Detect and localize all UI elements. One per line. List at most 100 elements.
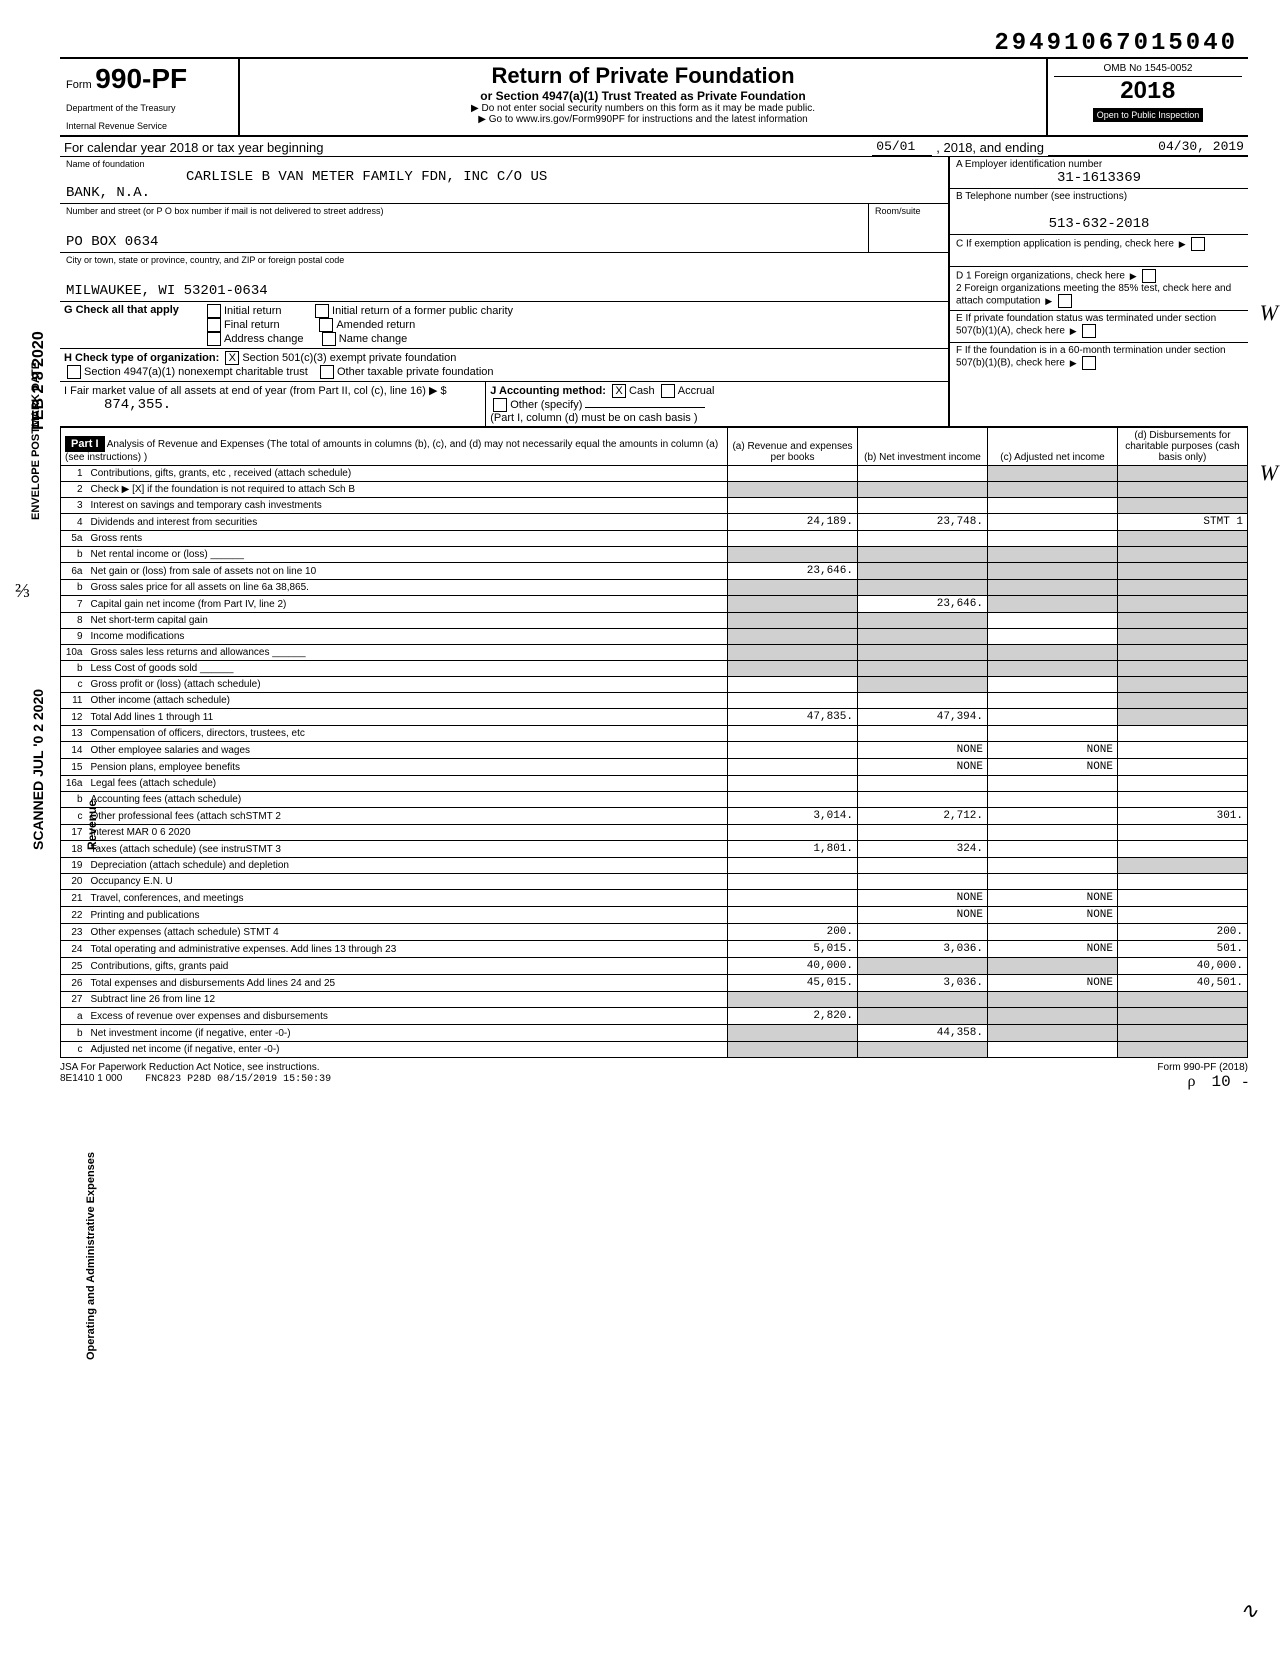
entity-info: Name of foundation CARLISLE B VAN METER … <box>60 157 1248 427</box>
end-date: 04/30, 2019 <box>1048 138 1248 156</box>
table-row: cAdjusted net income (if negative, enter… <box>61 1042 1248 1058</box>
chk-cash[interactable]: X <box>612 384 626 398</box>
chk-d2[interactable] <box>1058 294 1072 308</box>
table-row: bGross sales price for all assets on lin… <box>61 580 1248 596</box>
tax-year: 2018 <box>1054 77 1242 106</box>
table-row: 17Interest MAR 0 6 2020 <box>61 825 1248 841</box>
chk-amended[interactable] <box>319 318 333 332</box>
chk-initial-former[interactable] <box>315 304 329 318</box>
chk-d1[interactable] <box>1142 269 1156 283</box>
form-ref: Form 990-PF (2018) <box>1157 1062 1248 1073</box>
part1-hdr: Part I <box>65 436 105 452</box>
chk-other-tax[interactable] <box>320 365 334 379</box>
calendar-year-row: For calendar year 2018 or tax year begin… <box>60 137 1248 157</box>
i-label: I Fair market value of all assets at end… <box>64 385 447 397</box>
table-row: 16aLegal fees (attach schedule) <box>61 776 1248 792</box>
dln: 29491067015040 <box>60 30 1248 57</box>
page-no: 10 <box>1211 1073 1230 1091</box>
part1-title: Analysis of Revenue and Expenses (The to… <box>65 439 718 463</box>
chk-acct-other[interactable] <box>493 398 507 412</box>
table-row: 22Printing and publicationsNONENONE <box>61 907 1248 924</box>
table-row: 13Compensation of officers, directors, t… <box>61 726 1248 742</box>
chk-accrual[interactable] <box>661 384 675 398</box>
initials-2: W <box>1260 460 1278 486</box>
title-warn: ▶ Do not enter social security numbers o… <box>246 103 1040 114</box>
table-row: 20Occupancy E.N. U <box>61 874 1248 890</box>
table-row: 10aGross sales less returns and allowanc… <box>61 645 1248 661</box>
title-link: ▶ Go to www.irs.gov/Form990PF for instru… <box>246 114 1040 125</box>
footer-code: FNC823 P28D 08/15/2019 15:50:39 <box>145 1074 331 1085</box>
form-number: 990-PF <box>95 63 187 94</box>
g-label: G Check all that apply <box>64 304 179 316</box>
chk-final[interactable] <box>207 318 221 332</box>
city-label: City or town, state or province, country… <box>66 255 942 265</box>
jsa-code: 8E1410 1 000 <box>60 1073 122 1084</box>
chk-c[interactable] <box>1191 237 1205 251</box>
table-row: 14Other employee salaries and wagesNONEN… <box>61 742 1248 759</box>
chk-f[interactable] <box>1082 356 1096 370</box>
dept-treasury: Department of the Treasury <box>66 103 232 113</box>
initials-1: W <box>1260 300 1278 326</box>
table-row: 27Subtract line 26 from line 12 <box>61 992 1248 1008</box>
table-row: bLess Cost of goods sold ______ <box>61 661 1248 677</box>
j-label: J Accounting method: <box>490 385 606 397</box>
d1-label: D 1 Foreign organizations, check here <box>956 271 1125 282</box>
phone: 513-632-2018 <box>956 216 1242 232</box>
scanned-stamp: SCANNED JUL '0 2 2020 <box>30 689 46 850</box>
fraction-mark: ⅔ <box>15 580 30 603</box>
omb: OMB No 1545-0052 <box>1054 63 1242 77</box>
table-row: 19Depreciation (attach schedule) and dep… <box>61 858 1248 874</box>
name-label: Name of foundation <box>66 159 942 169</box>
table-row: 6aNet gain or (loss) from sale of assets… <box>61 563 1248 580</box>
table-row: cOther professional fees (attach schSTMT… <box>61 808 1248 825</box>
j-note: (Part I, column (d) must be on cash basi… <box>490 412 697 424</box>
initials-3: ∿ <box>1240 1598 1258 1624</box>
foundation-name-2: BANK, N.A. <box>66 185 942 201</box>
table-row: 11Other income (attach schedule) <box>61 693 1248 709</box>
chk-address[interactable] <box>207 332 221 346</box>
table-row: 18Taxes (attach schedule) (see instruSTM… <box>61 841 1248 858</box>
table-row: bAccounting fees (attach schedule) <box>61 792 1248 808</box>
chk-501c3[interactable]: X <box>225 351 239 365</box>
begin-date: 05/01 <box>872 138 932 156</box>
table-row: 9Income modifications <box>61 629 1248 645</box>
c-label: C If exemption application is pending, c… <box>956 239 1174 250</box>
table-row: 26Total expenses and disbursements Add l… <box>61 975 1248 992</box>
table-row: 4Dividends and interest from securities2… <box>61 514 1248 531</box>
chk-initial[interactable] <box>207 304 221 318</box>
chk-name[interactable] <box>322 332 336 346</box>
table-row: 5aGross rents <box>61 531 1248 547</box>
chk-e[interactable] <box>1082 324 1096 338</box>
table-row: 24Total operating and administrative exp… <box>61 941 1248 958</box>
table-row: 2Check ▶ [X] if the foundation is not re… <box>61 482 1248 498</box>
room-label: Room/suite <box>875 206 942 216</box>
table-row: bNet investment income (if negative, ent… <box>61 1025 1248 1042</box>
expenses-label: Operating and Administrative Expenses <box>85 1152 97 1360</box>
paperwork-notice: JSA For Paperwork Reduction Act Notice, … <box>60 1062 331 1073</box>
dept-irs: Internal Revenue Service <box>66 121 232 131</box>
chk-4947[interactable] <box>67 365 81 379</box>
table-row: 25Contributions, gifts, grants paid40,00… <box>61 958 1248 975</box>
inspection-badge: Open to Public Inspection <box>1093 108 1204 122</box>
footer: JSA For Paperwork Reduction Act Notice, … <box>60 1062 1248 1091</box>
table-row: cGross profit or (loss) (attach schedule… <box>61 677 1248 693</box>
title-main: Return of Private Foundation <box>246 63 1040 89</box>
col-b-hdr: (b) Net investment income <box>858 428 988 466</box>
envelope-stamp: ENVELOPE POSTMARK DATE <box>30 362 42 520</box>
table-row: 3Interest on savings and temporary cash … <box>61 498 1248 514</box>
table-row: 8Net short-term capital gain <box>61 613 1248 629</box>
col-a-hdr: (a) Revenue and expenses per books <box>728 428 858 466</box>
table-row: bNet rental income or (loss) ______ <box>61 547 1248 563</box>
table-row: 21Travel, conferences, and meetingsNONEN… <box>61 890 1248 907</box>
d2-label: 2 Foreign organizations meeting the 85% … <box>956 283 1231 307</box>
table-row: 15Pension plans, employee benefitsNONENO… <box>61 759 1248 776</box>
col-c-hdr: (c) Adjusted net income <box>988 428 1118 466</box>
addr-label: Number and street (or P O box number if … <box>66 206 862 216</box>
ein: 31-1613369 <box>956 170 1242 186</box>
form-prefix: Form <box>66 79 92 91</box>
foundation-name: CARLISLE B VAN METER FAMILY FDN, INC C/O… <box>66 169 942 185</box>
title-sub: or Section 4947(a)(1) Trust Treated as P… <box>246 89 1040 103</box>
city: MILWAUKEE, WI 53201-0634 <box>66 283 942 299</box>
col-d-hdr: (d) Disbursements for charitable purpose… <box>1118 428 1248 466</box>
table-row: 23Other expenses (attach schedule) STMT … <box>61 924 1248 941</box>
